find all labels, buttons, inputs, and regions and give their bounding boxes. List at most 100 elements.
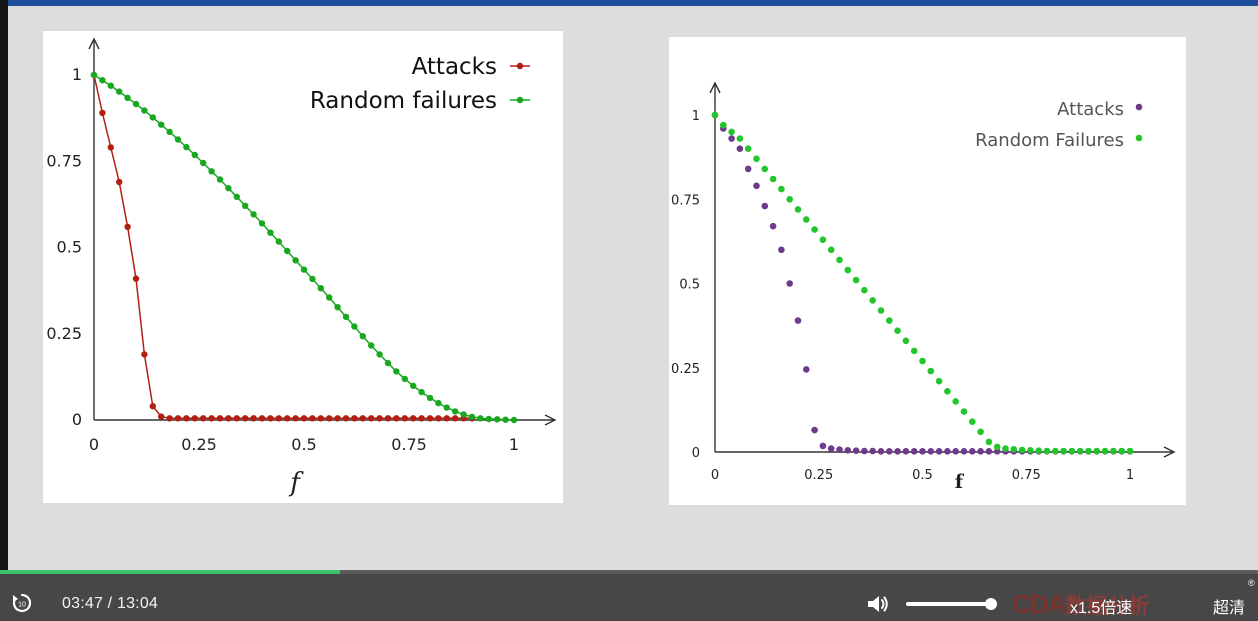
- data-point: [116, 178, 123, 186]
- data-point: [351, 323, 358, 330]
- left-edge-strip: [0, 0, 8, 570]
- data-point: [342, 313, 350, 320]
- data-point: [418, 415, 425, 422]
- data-point: [208, 415, 215, 422]
- data-point: [300, 415, 308, 422]
- registered-mark: ®: [1248, 578, 1255, 588]
- data-point: [216, 415, 224, 422]
- data-point: [158, 121, 165, 128]
- volume-slider[interactable]: [906, 598, 998, 610]
- x-axis-label: f: [288, 468, 304, 498]
- data-point: [1068, 447, 1076, 455]
- speed-button[interactable]: x1.5倍速: [1070, 600, 1133, 617]
- data-point: [242, 415, 249, 422]
- video-frame[interactable]: 0 0.25 0.5 0.75 1 0 0.25 0.5 0.75 1 f Attacks Random…: [8, 6, 1258, 570]
- replay-icon: 10: [12, 593, 32, 613]
- data-point: [827, 445, 835, 452]
- volume-button[interactable]: [866, 593, 890, 615]
- data-point: [728, 128, 735, 136]
- data-point: [744, 145, 752, 152]
- data-point: [894, 327, 901, 335]
- data-point: [225, 415, 232, 422]
- data-point: [99, 77, 106, 84]
- y-tick-label: 1: [72, 65, 82, 84]
- data-point: [124, 94, 131, 101]
- data-point: [174, 415, 182, 422]
- legend-marker: [516, 62, 524, 70]
- data-point: [827, 246, 835, 254]
- data-point: [292, 415, 299, 422]
- volume-slider-knob[interactable]: [985, 598, 998, 610]
- series-line: [93, 74, 472, 420]
- data-point: [502, 416, 509, 423]
- y-tick-label: 0.25: [671, 362, 700, 377]
- data-point: [886, 448, 893, 455]
- data-point: [284, 415, 291, 422]
- data-point: [844, 266, 852, 274]
- x-tick-label: 0.25: [181, 435, 217, 454]
- data-point: [952, 398, 959, 405]
- progress-bar-fill: [0, 570, 340, 574]
- data-point: [736, 145, 744, 152]
- x-tick-label: 0.5: [291, 435, 316, 454]
- data-point: [384, 359, 392, 367]
- data-point: [803, 366, 810, 373]
- slide-accent-bar: [8, 0, 1258, 6]
- data-point: [869, 447, 876, 455]
- data-point: [359, 415, 366, 422]
- data-point: [769, 222, 777, 230]
- data-point: [468, 413, 476, 421]
- data-point: [1126, 447, 1134, 455]
- replay-button[interactable]: 10: [10, 591, 34, 615]
- data-point: [158, 413, 165, 420]
- data-point: [426, 415, 434, 422]
- data-point: [309, 275, 316, 283]
- data-point: [107, 144, 115, 151]
- chart-left: 0 0.25 0.5 0.75 1 0 0.25 0.5 0.75 1 f Attacks Random…: [46, 37, 557, 498]
- data-point: [141, 107, 148, 114]
- data-point: [1085, 447, 1092, 455]
- data-point: [935, 377, 943, 385]
- data-point: [200, 415, 207, 422]
- data-point: [99, 109, 106, 117]
- svg-text:10: 10: [18, 602, 26, 609]
- data-point: [1035, 447, 1042, 455]
- data-point: [284, 247, 291, 255]
- quality-button[interactable]: 超清: [1213, 600, 1246, 617]
- data-point: [443, 404, 450, 411]
- data-point: [977, 428, 984, 436]
- data-point: [786, 196, 793, 203]
- data-point: [736, 135, 744, 142]
- chart-right: 0 0.25 0.5 0.75 1 0 0.25 0.5 0.75 1 f Attacks Random…: [671, 81, 1176, 493]
- data-point: [132, 100, 140, 108]
- time-display: 03:47 / 13:04: [62, 595, 159, 612]
- progress-bar[interactable]: [0, 570, 1258, 574]
- data-point: [326, 415, 333, 422]
- x-tick-label: 0.75: [391, 435, 427, 454]
- data-point: [334, 304, 341, 311]
- data-point: [894, 448, 901, 455]
- y-tick-label: 0.75: [46, 151, 82, 170]
- data-point: [401, 375, 408, 383]
- y-tick-label: 0.25: [46, 324, 82, 343]
- data-point: [811, 426, 818, 434]
- data-point: [711, 111, 719, 119]
- data-point: [149, 114, 156, 121]
- data-point: [317, 415, 324, 422]
- data-point: [174, 136, 182, 143]
- data-point: [769, 175, 777, 183]
- data-point: [794, 317, 802, 324]
- data-point: [418, 388, 425, 396]
- data-point: [208, 168, 215, 175]
- data-point: [919, 357, 926, 365]
- data-point: [191, 151, 198, 159]
- x-tick-label: 0.75: [1012, 468, 1041, 483]
- data-point: [191, 415, 198, 422]
- data-point: [460, 411, 467, 418]
- data-point: [183, 415, 190, 422]
- data-point: [275, 415, 282, 422]
- data-point: [141, 351, 148, 358]
- data-point: [510, 416, 518, 424]
- legend-label: Random Failures: [975, 130, 1124, 151]
- data-point: [242, 202, 249, 209]
